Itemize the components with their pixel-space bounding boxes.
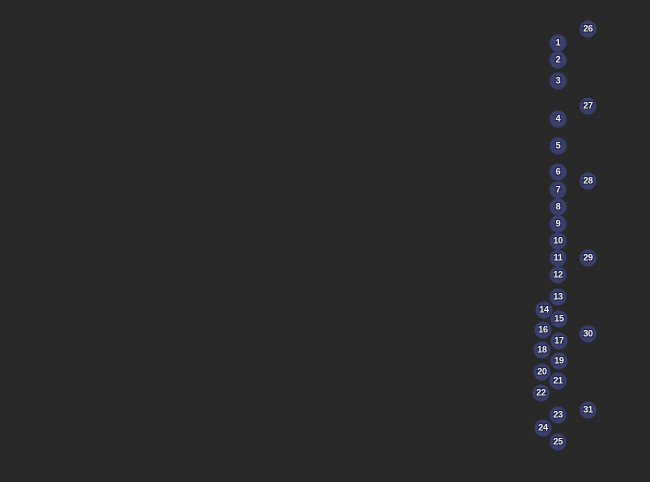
marker-badge-18[interactable]: 18 [533,341,551,359]
marker-badge-13[interactable]: 13 [549,288,567,306]
marker-badge-29[interactable]: 29 [579,249,597,267]
marker-label: 30 [583,328,593,339]
marker-label: 12 [553,269,563,280]
marker-badge-19[interactable]: 19 [550,352,568,370]
marker-label: 9 [555,218,561,229]
marker-label: 2 [555,54,561,65]
marker-badge-17[interactable]: 17 [550,332,568,350]
marker-badge-31[interactable]: 31 [579,401,597,419]
marker-label: 4 [555,113,561,124]
marker-label: 27 [583,100,593,111]
marker-label: 22 [536,387,546,398]
marker-badge-1[interactable]: 1 [549,34,567,52]
marker-label: 15 [554,313,564,324]
marker-label: 6 [555,166,561,177]
marker-badge-27[interactable]: 27 [579,97,597,115]
marker-badge-9[interactable]: 9 [549,215,567,233]
marker-badge-25[interactable]: 25 [549,433,567,451]
marker-label: 8 [555,201,561,212]
marker-badge-15[interactable]: 15 [550,310,568,328]
marker-label: 19 [554,355,564,366]
marker-label: 17 [554,335,564,346]
marker-badge-24[interactable]: 24 [534,419,552,437]
marker-badge-4[interactable]: 4 [549,110,567,128]
marker-label: 29 [583,252,593,263]
marker-badge-20[interactable]: 20 [533,363,551,381]
marker-badge-30[interactable]: 30 [579,325,597,343]
marker-badge-23[interactable]: 23 [549,406,567,424]
marker-badge-26[interactable]: 26 [579,20,597,38]
marker-label: 7 [555,184,561,195]
marker-badge-21[interactable]: 21 [549,372,567,390]
marker-label: 14 [539,304,549,315]
marker-label: 10 [553,235,563,246]
marker-badge-6[interactable]: 6 [549,163,567,181]
marker-badge-14[interactable]: 14 [535,301,553,319]
marker-badge-12[interactable]: 12 [549,266,567,284]
marker-label: 24 [538,422,548,433]
marker-badge-22[interactable]: 22 [532,384,550,402]
marker-badge-3[interactable]: 3 [549,72,567,90]
marker-label: 28 [583,175,593,186]
marker-label: 11 [553,252,563,263]
marker-label: 25 [553,436,563,447]
marker-badge-11[interactable]: 11 [549,249,567,267]
marker-badge-28[interactable]: 28 [579,172,597,190]
marker-label: 13 [553,291,563,302]
marker-label: 1 [555,37,561,48]
marker-label: 5 [555,140,561,151]
marker-badge-7[interactable]: 7 [549,181,567,199]
marker-label: 3 [555,75,561,86]
marker-badge-16[interactable]: 16 [534,321,552,339]
marker-badge-5[interactable]: 5 [549,137,567,155]
marker-badge-10[interactable]: 10 [549,232,567,250]
marker-label: 20 [537,366,547,377]
marker-label: 31 [583,404,593,415]
marker-label: 21 [553,375,563,386]
marker-badge-8[interactable]: 8 [549,198,567,216]
marker-label: 18 [537,344,547,355]
marker-label: 16 [538,324,548,335]
marker-label: 23 [553,409,563,420]
marker-label: 26 [583,23,593,34]
marker-badge-2[interactable]: 2 [549,51,567,69]
